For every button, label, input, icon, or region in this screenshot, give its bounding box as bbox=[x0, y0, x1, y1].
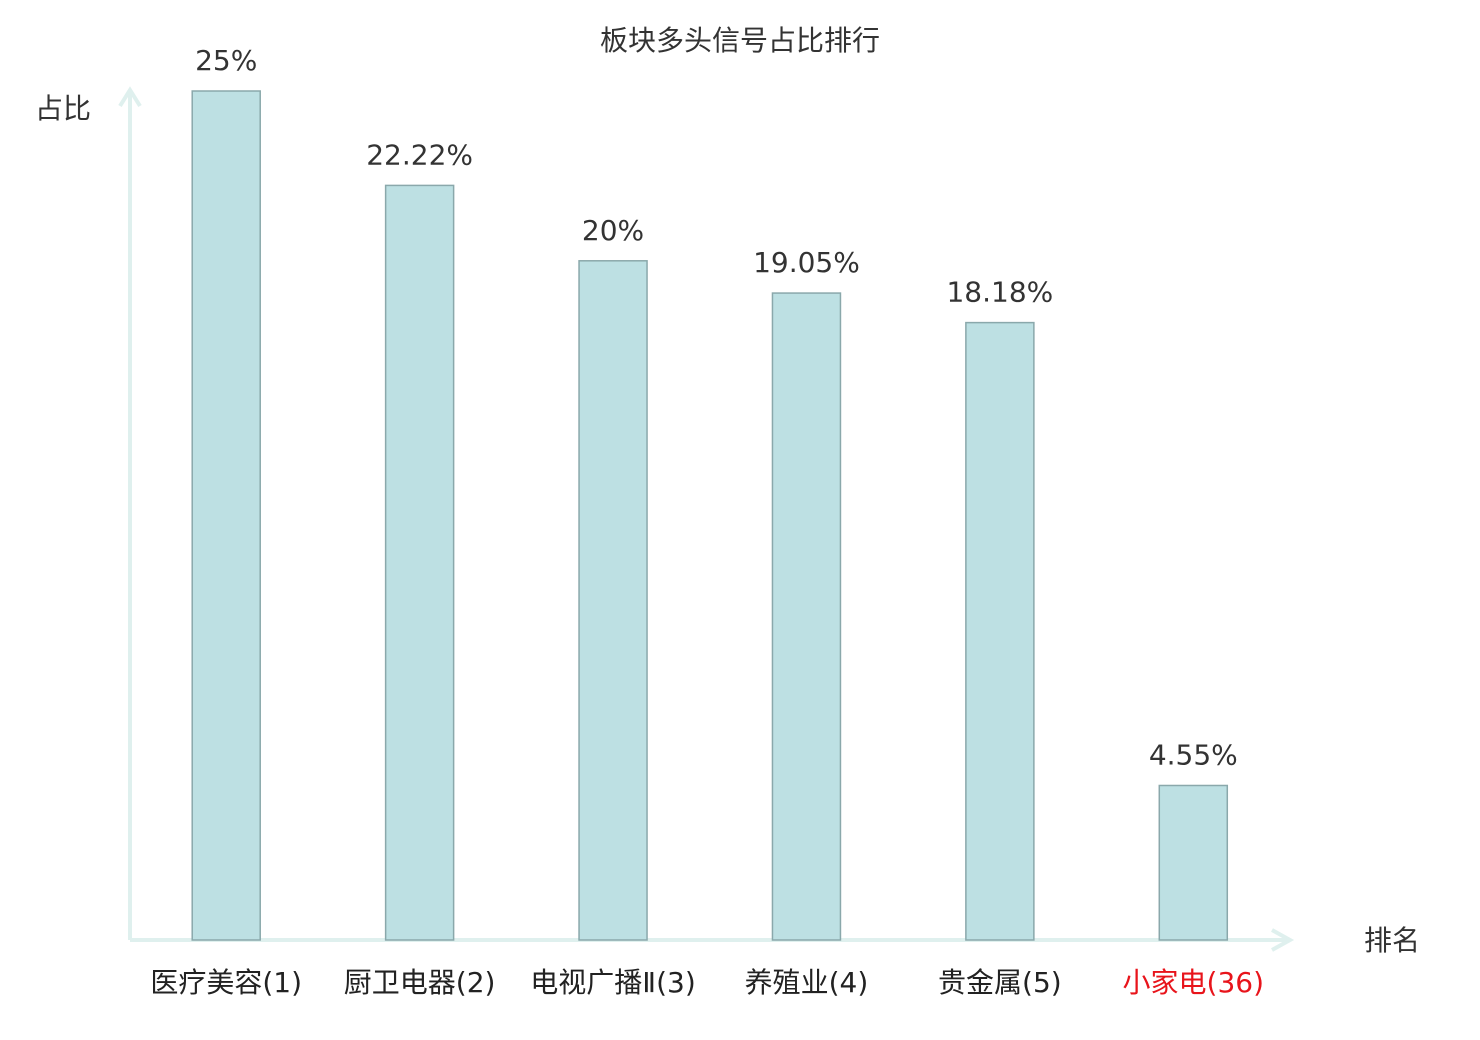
bar bbox=[771, 292, 842, 941]
value-label: 18.18% bbox=[946, 276, 1053, 309]
x-tick-label: 医疗美容(1) bbox=[150, 966, 303, 999]
x-tick-label: 电视广播Ⅱ(3) bbox=[530, 966, 696, 999]
bar bbox=[191, 90, 261, 941]
bar bbox=[965, 321, 1035, 941]
value-label: 4.55% bbox=[1149, 738, 1238, 771]
x-axis-label: 排名 bbox=[1364, 924, 1420, 957]
x-tick-label: 小家电(36) bbox=[1122, 966, 1265, 999]
x-tick-label: 贵金属(5) bbox=[938, 966, 1062, 999]
axes bbox=[118, 86, 1295, 952]
bar bbox=[384, 184, 455, 941]
value-label: 25% bbox=[195, 44, 257, 77]
value-label: 22.22% bbox=[366, 138, 473, 171]
chart-title: 板块多头信号占比排行 bbox=[600, 24, 880, 57]
x-tick-label: 养殖业(4) bbox=[744, 966, 869, 999]
bar bbox=[578, 260, 648, 941]
value-label: 19.05% bbox=[753, 246, 860, 279]
bar bbox=[1158, 784, 1229, 941]
y-axis-label: 占比 bbox=[35, 92, 91, 125]
x-tick-label: 厨卫电器(2) bbox=[343, 966, 496, 999]
value-label: 20% bbox=[582, 214, 644, 247]
